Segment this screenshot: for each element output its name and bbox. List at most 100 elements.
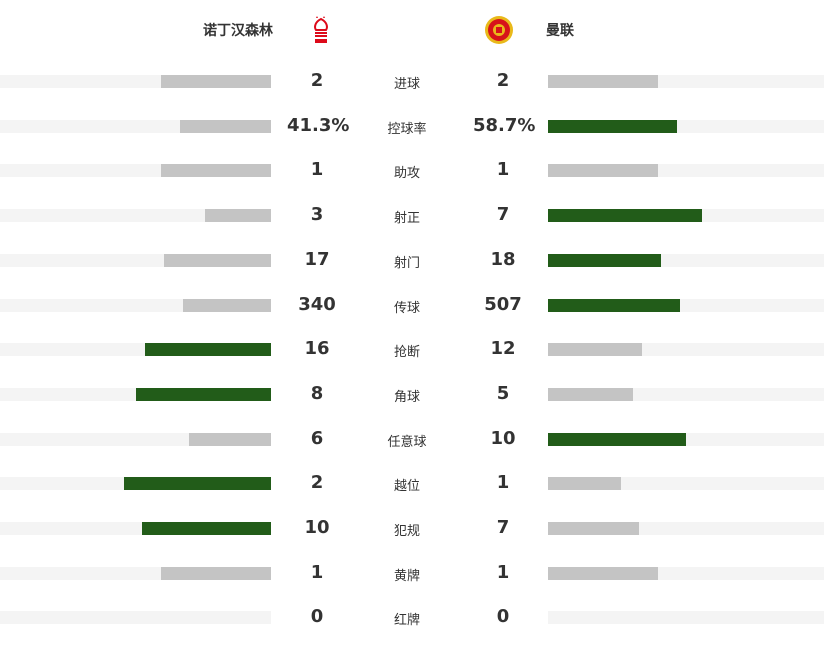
stat-row: 16 抢断 12 (0, 338, 824, 361)
away-bar (548, 432, 686, 446)
home-bar-track (0, 75, 271, 88)
away-bar (548, 522, 639, 535)
home-bar (141, 522, 271, 535)
stat-row: 10 犯规 7 (0, 517, 824, 539)
away-bar (548, 75, 658, 88)
manchester-united-logo (485, 16, 513, 44)
away-bar (548, 298, 680, 312)
away-value: 5 (496, 382, 510, 404)
away-value: 18 (490, 248, 516, 270)
away-bar (548, 387, 633, 401)
away-bar-track (548, 119, 824, 133)
stat-row: 2 越位 1 (0, 472, 824, 495)
home-value: 8 (310, 382, 324, 404)
away-bar-track (548, 164, 824, 178)
stat-row: 41.3% 控球率 58.7% (0, 114, 824, 137)
stat-row: 8 角球 5 (0, 382, 824, 405)
home-bar-track (0, 522, 271, 535)
stat-row: 1 助攻 1 (0, 159, 824, 182)
home-bar-track (0, 343, 271, 357)
home-value: 1 (310, 159, 324, 181)
home-bar-track (0, 432, 271, 446)
stat-label: 角球 (393, 389, 420, 405)
home-bar-track (0, 566, 271, 580)
home-bar-track (0, 611, 271, 625)
stat-label: 传球 (393, 300, 420, 316)
away-value: 2 (496, 70, 510, 91)
stat-label: 助攻 (393, 166, 420, 182)
home-bar (145, 343, 271, 357)
away-bar-track (548, 432, 824, 446)
home-bar (205, 209, 271, 223)
home-value: 1 (310, 561, 324, 583)
home-bar-track (0, 119, 271, 133)
home-bar-track (0, 298, 271, 312)
away-value: 7 (496, 204, 510, 226)
away-bar (548, 119, 678, 133)
away-bar-track (548, 477, 824, 491)
away-bar (548, 343, 643, 357)
away-bar (548, 566, 658, 580)
stat-row: 3 射正 7 (0, 204, 824, 226)
home-value: 10 (304, 517, 330, 538)
home-value: 16 (304, 338, 330, 360)
away-value: 12 (490, 338, 516, 360)
away-bar-track (548, 298, 824, 312)
home-bar-track (0, 209, 271, 223)
home-bar (188, 432, 271, 446)
home-value: 2 (310, 472, 324, 494)
home-value: 0 (310, 606, 324, 628)
away-bar-track (548, 611, 824, 625)
home-value: 2 (310, 70, 324, 91)
home-bar (180, 119, 271, 133)
stat-row: 1 黄牌 1 (0, 561, 824, 584)
stat-row: 0 红牌 0 (0, 606, 824, 629)
home-bar (182, 298, 271, 312)
away-bar (548, 253, 662, 267)
away-bar-track (548, 75, 824, 88)
away-bar (548, 209, 702, 223)
match-header: 诺丁汉森林 曼联 (0, 0, 824, 60)
away-value: 507 (484, 293, 522, 315)
away-bar-track (548, 387, 824, 401)
stat-label: 黄牌 (393, 568, 420, 584)
home-value: 6 (310, 427, 324, 449)
home-bar-track (0, 477, 271, 491)
away-value: 1 (496, 159, 510, 181)
home-bar (124, 477, 271, 491)
home-value: 17 (304, 248, 330, 270)
stat-label: 越位 (393, 479, 420, 495)
away-bar-track (548, 566, 824, 580)
away-bar-track (548, 522, 824, 535)
home-bar (164, 253, 271, 267)
home-bar (161, 566, 271, 580)
away-bar (548, 164, 658, 178)
stat-label: 控球率 (387, 121, 427, 137)
home-value: 41.3% (287, 114, 350, 136)
home-bar (161, 164, 271, 178)
stat-label: 犯规 (393, 524, 420, 539)
stat-label: 红牌 (393, 613, 420, 629)
nottingham-forest-logo (314, 16, 328, 43)
away-team-name[interactable]: 曼联 (546, 23, 574, 39)
away-value: 0 (496, 606, 510, 628)
stat-row: 6 任意球 10 (0, 427, 824, 450)
away-bar-track (548, 209, 824, 223)
home-bar-track (0, 387, 271, 401)
away-bar-track (548, 253, 824, 267)
stat-label: 进球 (393, 77, 420, 92)
away-bar-track (548, 343, 824, 357)
stat-label: 抢断 (393, 345, 420, 361)
away-value: 1 (496, 472, 510, 494)
stat-row: 340 传球 507 (0, 293, 824, 316)
stat-label: 射门 (393, 255, 420, 271)
home-value: 3 (310, 204, 324, 226)
stat-row: 2 进球 2 (0, 70, 824, 92)
stat-row: 17 射门 18 (0, 248, 824, 271)
stat-label: 任意球 (387, 434, 427, 450)
home-team-name[interactable]: 诺丁汉森林 (203, 23, 273, 39)
away-value: 1 (496, 561, 510, 583)
away-bar (548, 477, 622, 491)
away-value: 10 (490, 427, 516, 449)
away-value: 58.7% (473, 114, 536, 136)
